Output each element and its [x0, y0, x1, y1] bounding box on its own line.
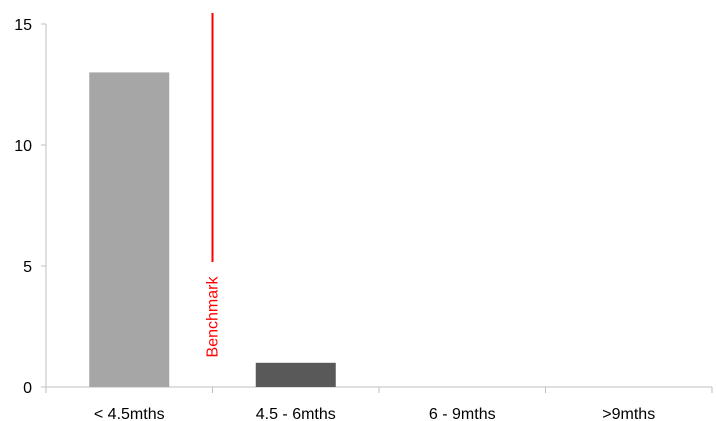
- x-category-label: 6 - 9mths: [429, 406, 496, 421]
- bar-1: [255, 362, 336, 387]
- y-tick-label: 10: [14, 138, 32, 155]
- bar-0: [89, 72, 170, 388]
- y-axis: 0 5 10 15: [14, 17, 47, 397]
- benchmark-label: Benchmark: [205, 276, 222, 358]
- x-category-label: >9mths: [602, 406, 655, 421]
- y-tick-label: 15: [14, 17, 32, 34]
- bars: [89, 72, 336, 388]
- y-tick-label: 5: [23, 259, 32, 276]
- x-category-label: < 4.5mths: [94, 406, 165, 421]
- y-tick-label: 0: [23, 380, 32, 397]
- x-category-label: 4.5 - 6mths: [256, 406, 336, 421]
- benchmark-annotation: Benchmark: [205, 13, 222, 357]
- x-axis: < 4.5mths 4.5 - 6mths 6 - 9mths >9mths: [45, 386, 713, 421]
